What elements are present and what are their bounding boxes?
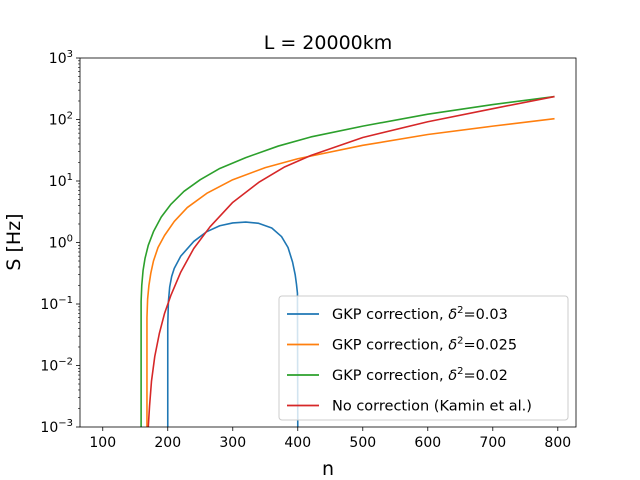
y-tick-label: 10−2 (40, 357, 73, 375)
y-tick-label: 102 (49, 111, 73, 129)
y-tick-label: 100 (49, 234, 73, 252)
series-line-3 (147, 95, 555, 427)
y-tick-base: 10 (49, 236, 67, 252)
y-tick-base: 10 (49, 174, 67, 190)
x-tick-label: 800 (544, 435, 571, 451)
legend-frame (278, 295, 569, 421)
legend-exponent: 2 (457, 305, 463, 316)
x-axis-label: n (322, 458, 334, 480)
x-tick-label: 400 (284, 435, 311, 451)
legend-delta-symbol: δ (448, 338, 457, 354)
y-tick-label: 103 (49, 49, 73, 67)
y-tick-exponent: −2 (58, 357, 73, 368)
y-tick-exponent: 1 (67, 172, 73, 183)
legend-entry: No correction (Kamin et al.) (287, 399, 532, 415)
x-tick-label: 700 (479, 435, 506, 451)
legend-label: GKP correction, δ2=0.025 (332, 336, 517, 354)
legend-exponent: 2 (457, 336, 463, 347)
x-tick-label: 100 (89, 435, 116, 451)
y-tick-base: 10 (40, 359, 58, 375)
legend-label-text: No correction (Kamin et al.) (332, 399, 532, 415)
legend-exponent: 2 (457, 366, 463, 377)
legend-delta-symbol: δ (448, 368, 457, 384)
legend-label-text: GKP correction, (332, 338, 448, 354)
chart-title: L = 20000km (264, 32, 393, 54)
y-tick-exponent: 3 (67, 49, 73, 60)
series-line-1 (146, 117, 555, 427)
y-tick-base: 10 (40, 297, 58, 313)
x-tick-label: 500 (349, 435, 376, 451)
legend-label: GKP correction, δ2=0.03 (332, 305, 508, 323)
y-tick-label: 10−1 (40, 295, 73, 313)
x-tick-label: 300 (219, 435, 246, 451)
legend-entry: GKP correction, δ2=0.03 (287, 305, 508, 323)
legend-label-text: GKP correction, (332, 368, 448, 384)
y-tick-exponent: −3 (58, 418, 73, 429)
legend-label: No correction (Kamin et al.) (332, 399, 532, 415)
legend-label-text: GKP correction, (332, 307, 448, 323)
y-tick-exponent: 0 (67, 234, 73, 245)
y-tick-label: 10−3 (40, 418, 73, 436)
y-axis-label: S [Hz] (3, 213, 25, 270)
legend-label: GKP correction, δ2=0.02 (332, 366, 508, 384)
y-tick-exponent: 2 (67, 111, 73, 122)
legend-value: =0.03 (463, 307, 507, 323)
y-tick-base: 10 (40, 420, 58, 436)
legend-delta-symbol: δ (448, 307, 457, 323)
legend-entry: GKP correction, δ2=0.02 (287, 366, 508, 384)
legend-value: =0.025 (463, 338, 517, 354)
x-tick-label: 200 (154, 435, 181, 451)
y-tick-base: 10 (49, 113, 67, 129)
legend-value: =0.02 (463, 368, 507, 384)
series-line-2 (140, 95, 555, 427)
y-tick-base: 10 (49, 51, 67, 67)
series-line-0 (166, 221, 299, 427)
y-tick-exponent: −1 (58, 295, 73, 306)
y-tick-label: 101 (49, 172, 73, 190)
x-tick-label: 600 (414, 435, 441, 451)
legend-entry: GKP correction, δ2=0.025 (287, 336, 517, 354)
